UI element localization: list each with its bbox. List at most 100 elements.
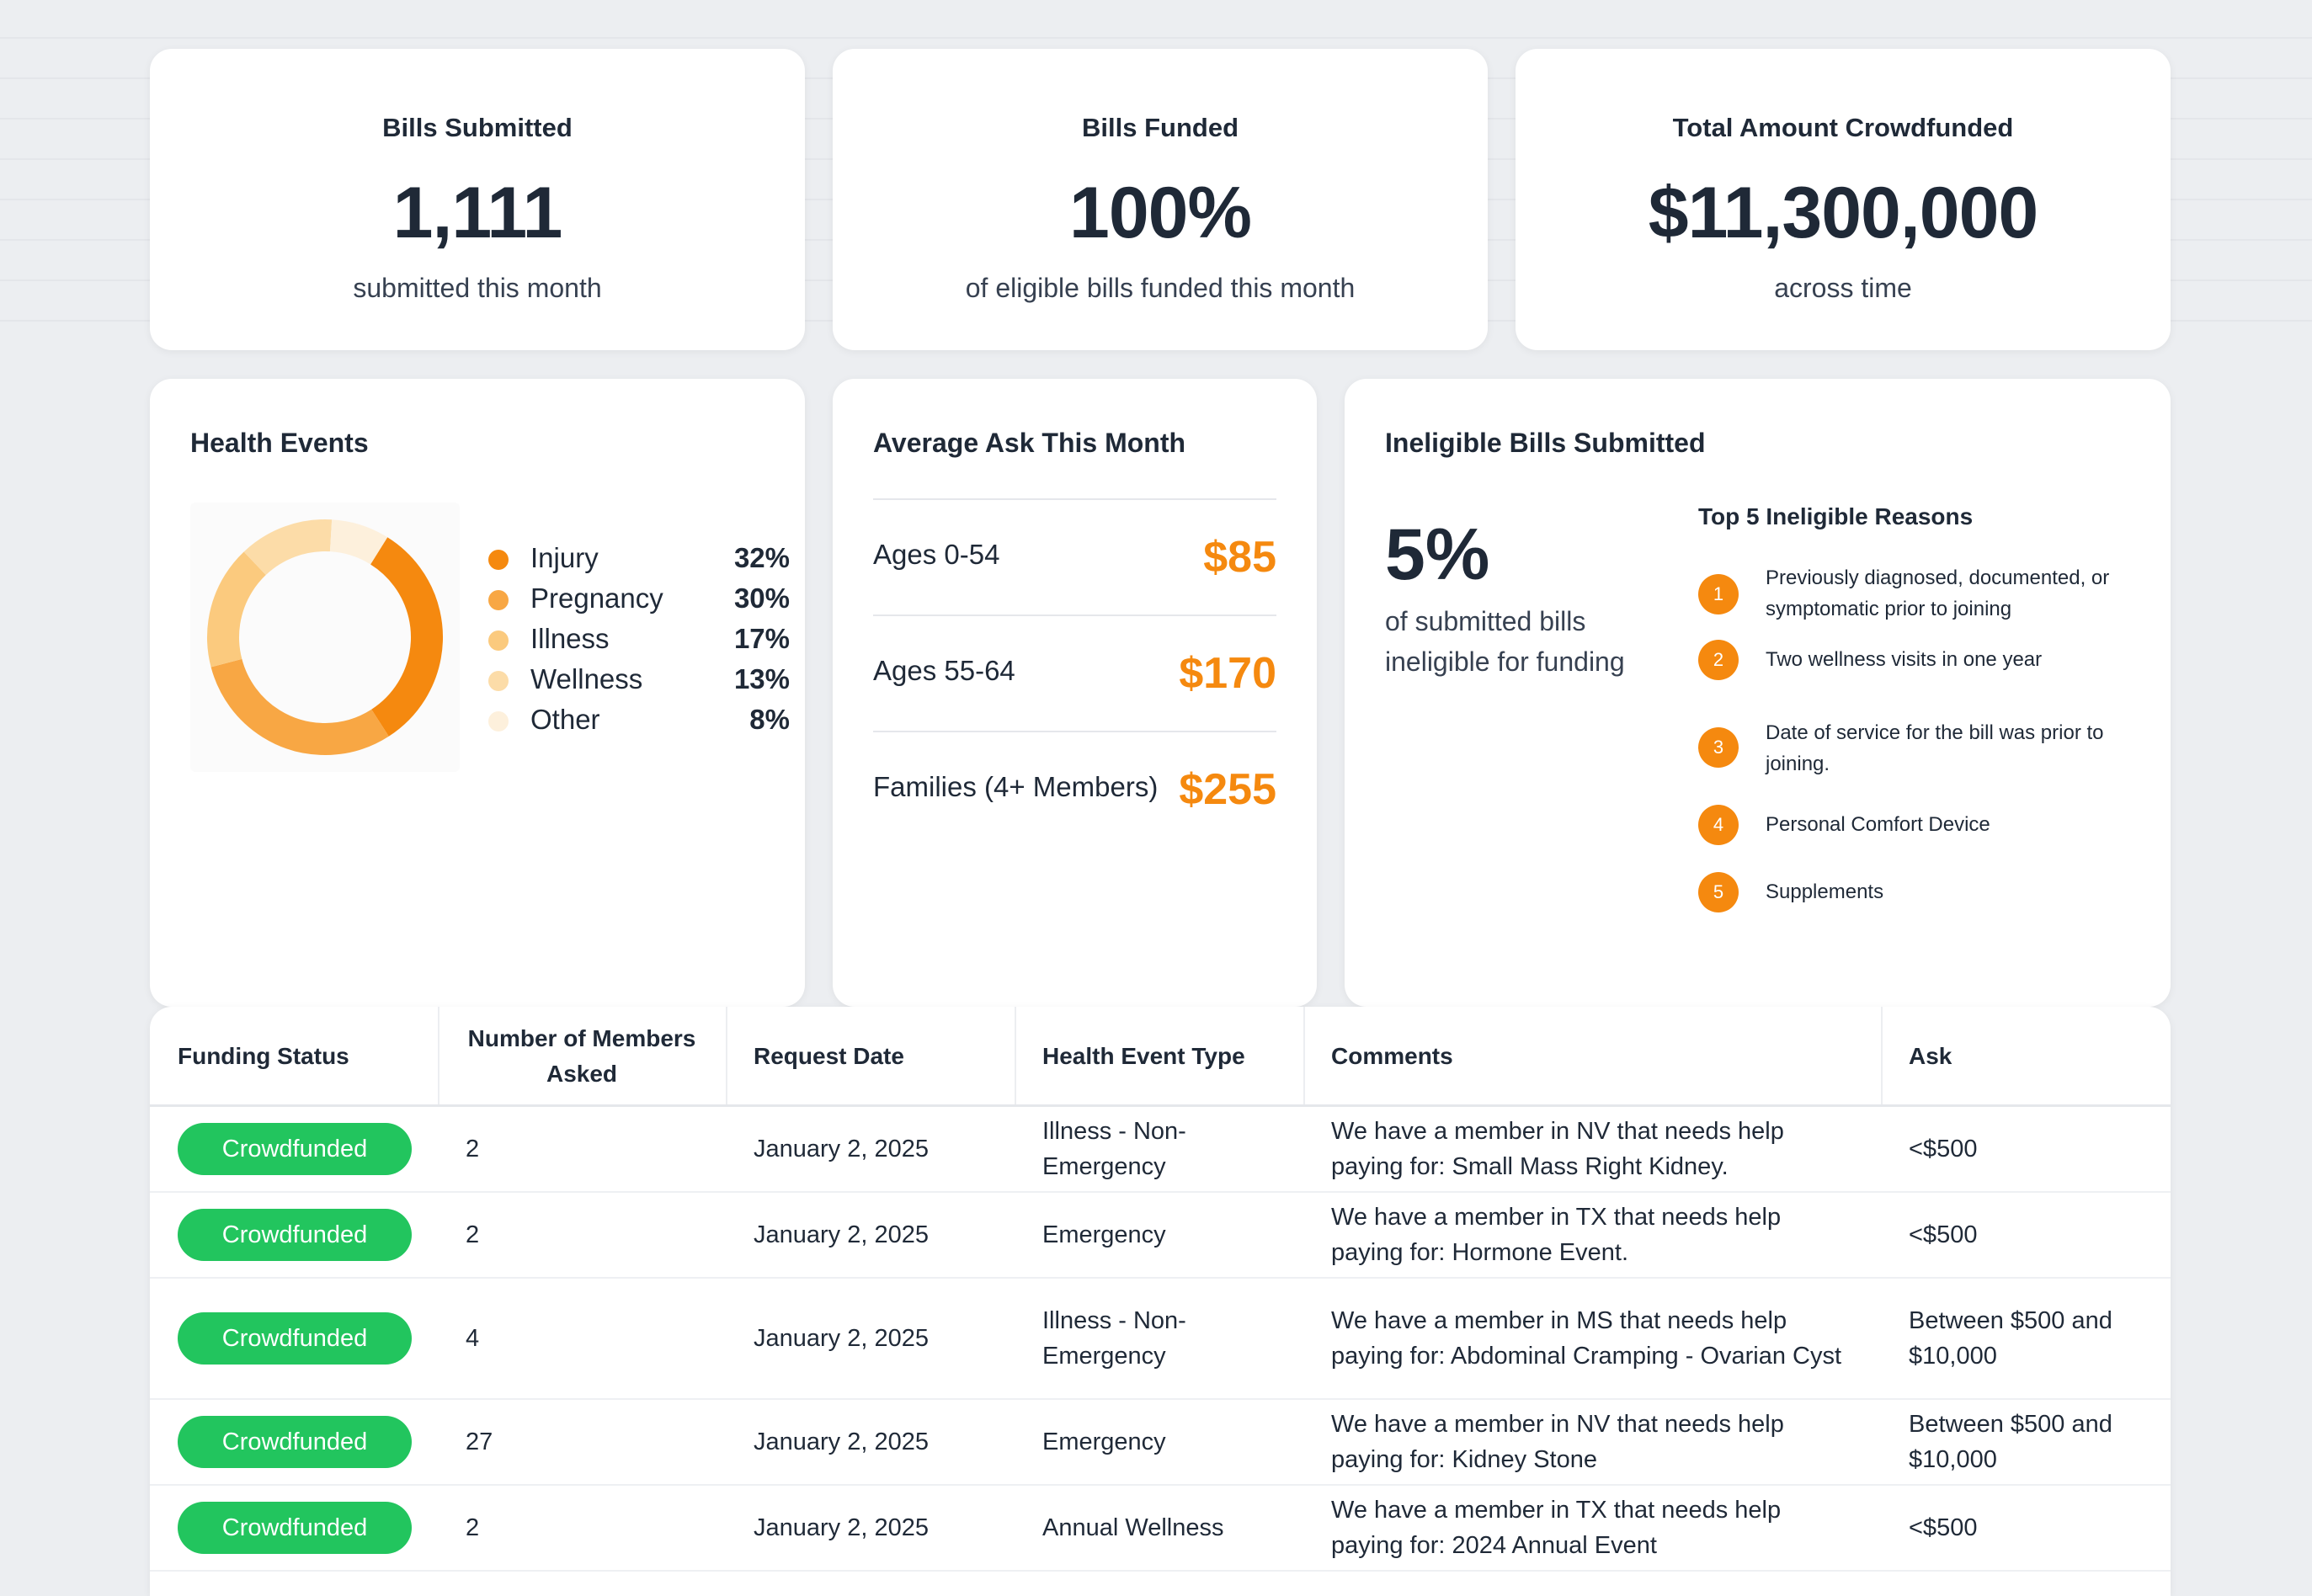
ask-cell: Between $500 and $10,000 bbox=[1881, 1400, 2171, 1484]
ask-cell: Between $500 and $10,000 bbox=[1881, 1279, 2171, 1398]
status-badge: Crowdfunded bbox=[178, 1123, 412, 1175]
type-cell: Illness - Non-Emergency bbox=[1015, 1107, 1303, 1191]
reason-text: Previously diagnosed, documented, or sym… bbox=[1766, 567, 2110, 620]
column-header-funding-status[interactable]: Funding Status bbox=[150, 1007, 439, 1106]
ask-value: Between $500 and $10,000 bbox=[1909, 1307, 2112, 1370]
ask-row: Ages 0-54 $85 bbox=[873, 498, 1276, 616]
date-cell: January 2, 2025 bbox=[726, 1193, 1015, 1277]
stat-card-total-crowdfunded: Total Amount Crowdfunded $11,300,000 acr… bbox=[1516, 49, 2171, 350]
average-ask-card: Average Ask This Month Ages 0-54 $85 Age… bbox=[833, 379, 1317, 1007]
date-cell: January 2, 2025 bbox=[726, 1486, 1015, 1570]
average-ask-title: Average Ask This Month bbox=[873, 428, 1186, 458]
legend-percent: 17% bbox=[733, 623, 790, 654]
members-cell: 2 bbox=[438, 1486, 726, 1570]
header-divider bbox=[150, 1104, 2171, 1107]
stat-label: Bills Funded bbox=[1082, 113, 1239, 142]
health-events-card: Health Events Injury 32% Pregnancy 30% Illne… bbox=[150, 379, 805, 1007]
comment-cell: We have a member in NV that needs help p… bbox=[1303, 1107, 1881, 1191]
reason-number-badge: 5 bbox=[1698, 872, 1739, 912]
column-header-comments[interactable]: Comments bbox=[1303, 1007, 1883, 1106]
stat-label: Bills Submitted bbox=[382, 113, 573, 142]
ask-value: <$500 bbox=[1909, 1221, 1978, 1248]
members-value: 4 bbox=[466, 1325, 480, 1352]
table-row[interactable]: Crowdfunded 2 January 2, 2025 Annual Wel… bbox=[150, 1486, 2171, 1572]
status-cell: Crowdfunded bbox=[150, 1279, 438, 1398]
comment-value: We have a member in TX that needs help p… bbox=[1331, 1204, 1782, 1266]
ineligible-title: Ineligible Bills Submitted bbox=[1385, 428, 1706, 458]
legend-label: Other bbox=[530, 704, 600, 735]
legend-label: Injury bbox=[530, 542, 599, 573]
type-value: Emergency bbox=[1042, 1428, 1166, 1455]
ask-value: $85 bbox=[1203, 533, 1276, 582]
reasons-title: Top 5 Ineligible Reasons bbox=[1698, 503, 1974, 529]
legend-swatch bbox=[488, 590, 509, 610]
ask-value: $255 bbox=[1179, 765, 1276, 814]
members-value: 27 bbox=[466, 1428, 493, 1455]
column-header-request-date[interactable]: Request Date bbox=[726, 1007, 1016, 1106]
stat-value: 100% bbox=[1069, 173, 1252, 253]
status-cell: Crowdfunded bbox=[150, 1486, 438, 1570]
legend-percent: 30% bbox=[733, 583, 790, 614]
ask-cell: <$500 bbox=[1881, 1486, 2171, 1570]
type-value: Illness - Non-Emergency bbox=[1042, 1118, 1186, 1180]
ask-value: <$500 bbox=[1909, 1514, 1978, 1541]
stat-card-bills-funded: Bills Funded 100% of eligible bills fund… bbox=[833, 49, 1488, 350]
type-value: Emergency bbox=[1042, 1221, 1166, 1248]
column-header-ask[interactable]: Ask bbox=[1881, 1007, 2171, 1106]
reason-text: Two wellness visits in one year bbox=[1766, 648, 2043, 671]
column-header-label: Health Event Type bbox=[1042, 1043, 1245, 1069]
reason-number-badge: 3 bbox=[1698, 727, 1739, 768]
ask-label: Families (4+ Members) bbox=[873, 771, 1159, 802]
stat-caption: submitted this month bbox=[353, 273, 602, 303]
status-cell: Crowdfunded bbox=[150, 1193, 438, 1277]
reason-number-badge: 1 bbox=[1698, 574, 1739, 614]
comment-cell: We have a member in NV that needs help p… bbox=[1303, 1400, 1881, 1484]
legend-percent: 13% bbox=[733, 663, 790, 694]
table-row[interactable]: Crowdfunded 2 January 2, 2025 Illness - … bbox=[150, 1107, 2171, 1193]
ask-row: Families (4+ Members) $255 bbox=[873, 731, 1276, 849]
status-badge: Crowdfunded bbox=[178, 1502, 412, 1554]
column-header-health-event-type[interactable]: Health Event Type bbox=[1015, 1007, 1305, 1106]
donut-slice-other[interactable] bbox=[190, 503, 460, 772]
legend-swatch bbox=[488, 711, 509, 732]
ask-cell: <$500 bbox=[1881, 1107, 2171, 1191]
table-row[interactable]: Crowdfunded 4 January 2, 2025 Illness - … bbox=[150, 1279, 2171, 1400]
ask-label: Ages 55-64 bbox=[873, 655, 1015, 686]
donut-slice-pregnancy[interactable] bbox=[190, 503, 460, 772]
members-cell: 27 bbox=[438, 1400, 726, 1484]
column-header-members-asked[interactable]: Number of Members Asked bbox=[438, 1007, 727, 1106]
members-cell: 2 bbox=[438, 1107, 726, 1191]
members-value: 2 bbox=[466, 1221, 480, 1248]
date-value: January 2, 2025 bbox=[754, 1325, 929, 1352]
status-badge: Crowdfunded bbox=[178, 1312, 412, 1365]
health-events-title: Health Events bbox=[190, 428, 369, 458]
date-value: January 2, 2025 bbox=[754, 1221, 929, 1248]
reason-number-badge: 2 bbox=[1698, 640, 1739, 680]
ineligible-percent: 5% bbox=[1385, 514, 1490, 595]
reason-number-badge: 4 bbox=[1698, 805, 1739, 845]
members-cell: 2 bbox=[438, 1193, 726, 1277]
legend-item-other: Other 8% bbox=[488, 699, 790, 739]
stat-label: Total Amount Crowdfunded bbox=[1672, 113, 2014, 142]
donut-slice-illness[interactable] bbox=[190, 503, 460, 772]
table-row[interactable]: Crowdfunded 27 January 2, 2025 Emergency… bbox=[150, 1400, 2171, 1486]
legend-item-wellness: Wellness 13% bbox=[488, 658, 790, 699]
comment-cell: We have a member in MS that needs help p… bbox=[1303, 1279, 1881, 1398]
ask-row: Ages 55-64 $170 bbox=[873, 614, 1276, 732]
ask-label: Ages 0-54 bbox=[873, 539, 1000, 570]
date-value: January 2, 2025 bbox=[754, 1428, 929, 1455]
status-cell: Crowdfunded bbox=[150, 1107, 438, 1191]
date-value: January 2, 2025 bbox=[754, 1136, 929, 1162]
legend-swatch bbox=[488, 671, 509, 691]
type-value: Annual Wellness bbox=[1042, 1514, 1224, 1541]
ask-value: $170 bbox=[1179, 649, 1276, 698]
legend-item-injury: Injury 32% bbox=[488, 537, 790, 577]
column-header-label: Funding Status bbox=[178, 1043, 349, 1069]
legend-item-illness: Illness 17% bbox=[488, 618, 790, 658]
reason-text: Date of service for the bill was prior t… bbox=[1766, 721, 2104, 775]
comment-value: We have a member in TX that needs help p… bbox=[1331, 1497, 1782, 1559]
table-row[interactable]: Crowdfunded 2 January 2, 2025 Emergency … bbox=[150, 1193, 2171, 1279]
column-header-label: Comments bbox=[1331, 1043, 1453, 1069]
date-cell: January 2, 2025 bbox=[726, 1400, 1015, 1484]
stat-caption: across time bbox=[1774, 273, 1912, 303]
